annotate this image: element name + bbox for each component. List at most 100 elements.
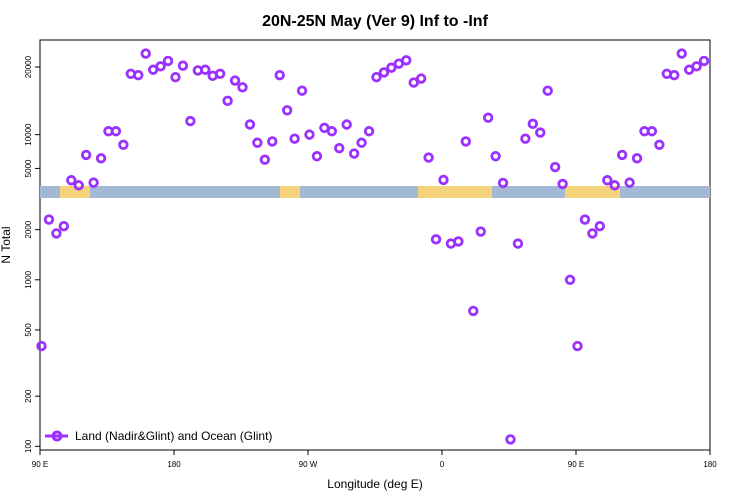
data-point	[616, 149, 628, 161]
data-point	[348, 148, 360, 159]
data-point	[259, 154, 271, 165]
data-point	[334, 142, 345, 154]
data-point	[482, 112, 494, 123]
data-point	[252, 137, 263, 148]
y-tick-label: 5000	[24, 159, 33, 177]
scatter-points	[36, 48, 710, 445]
data-point	[229, 75, 241, 86]
data-point	[512, 238, 524, 249]
data-point	[88, 177, 99, 188]
data-point	[356, 137, 367, 148]
legend-marker	[51, 430, 63, 442]
y-tick-label: 20000	[24, 55, 33, 78]
data-point	[162, 55, 174, 67]
data-point	[274, 69, 285, 81]
y-tick-label: 200	[24, 389, 33, 403]
legend: Land (Nadir&Glint) and Ocean (Glint)	[45, 429, 272, 443]
data-point	[564, 274, 576, 286]
data-point	[698, 55, 710, 67]
data-point	[572, 340, 583, 352]
data-point	[66, 175, 77, 186]
chart-title: 20N-25N May (Ver 9) Inf to -Inf	[262, 13, 488, 30]
legend-label: Land (Nadir&Glint) and Ocean (Glint)	[75, 429, 272, 443]
world-map-strip	[40, 186, 710, 198]
data-point	[177, 60, 189, 71]
y-tick-label: 2000	[24, 220, 33, 238]
data-point	[378, 67, 390, 78]
data-point	[170, 71, 181, 83]
x-tick-label: 90 E	[32, 460, 48, 469]
data-point	[468, 305, 479, 317]
y-tick-label: 500	[24, 323, 33, 337]
data-point	[73, 180, 84, 191]
data-point	[497, 177, 509, 189]
data-point	[51, 228, 62, 239]
data-point	[296, 85, 308, 96]
data-point	[609, 180, 620, 191]
data-point	[549, 161, 561, 173]
data-point	[527, 118, 539, 130]
data-point	[185, 115, 196, 127]
data-point	[200, 64, 211, 75]
data-point	[594, 220, 606, 232]
data-point	[401, 55, 412, 66]
x-tick-label: 90 E	[568, 460, 584, 469]
data-point	[624, 177, 635, 188]
y-tick-label: 10000	[24, 123, 33, 146]
x-tick-label: 90 W	[299, 460, 318, 469]
data-point	[490, 151, 501, 162]
data-point	[386, 62, 397, 73]
map-land-2	[418, 186, 492, 198]
data-point	[43, 214, 55, 225]
map-land-1	[280, 186, 300, 198]
data-point	[155, 61, 166, 72]
data-point	[58, 220, 70, 232]
data-point	[237, 82, 248, 93]
data-point	[557, 178, 568, 190]
x-axis-label: Longitude (deg E)	[327, 477, 422, 491]
data-point	[676, 48, 687, 59]
data-point	[535, 127, 546, 138]
data-point	[95, 153, 107, 164]
data-point	[36, 340, 47, 352]
map-land-0	[60, 186, 90, 198]
data-point	[118, 139, 129, 150]
data-point	[326, 126, 338, 137]
data-point	[505, 434, 516, 445]
data-point	[281, 105, 293, 116]
x-tick-label: 180	[167, 460, 181, 469]
y-tick-label: 1000	[24, 270, 33, 288]
data-point	[453, 236, 464, 247]
data-point	[602, 175, 613, 186]
data-point	[460, 136, 472, 147]
map-ocean	[40, 186, 710, 198]
data-point	[669, 69, 680, 81]
data-point	[438, 174, 449, 186]
data-point	[140, 48, 151, 59]
data-point	[415, 73, 427, 84]
data-point	[646, 126, 658, 137]
data-point	[542, 85, 553, 96]
data-point	[654, 139, 665, 150]
data-point	[631, 153, 643, 164]
y-axis-label: N Total	[0, 226, 13, 263]
data-point	[80, 149, 92, 161]
data-point	[371, 71, 382, 83]
data-point	[267, 136, 278, 147]
x-tick-label: 0	[440, 460, 445, 469]
data-point	[579, 214, 591, 225]
plot-area	[39, 39, 711, 451]
data-point	[311, 151, 323, 162]
x-tick-label: 180	[703, 460, 717, 469]
data-point	[222, 95, 233, 107]
data-point	[520, 133, 531, 144]
x-axis-ticks: 90 E 180 90 W 0 90 E 180	[32, 450, 717, 469]
data-point	[423, 152, 434, 163]
data-point	[341, 119, 352, 130]
data-point	[214, 68, 226, 79]
data-point	[304, 129, 315, 140]
data-point	[244, 119, 256, 130]
data-point	[408, 77, 419, 88]
y-axis-ticks: 5000 10000 20000 100 200 500 1000 2000	[24, 55, 40, 453]
